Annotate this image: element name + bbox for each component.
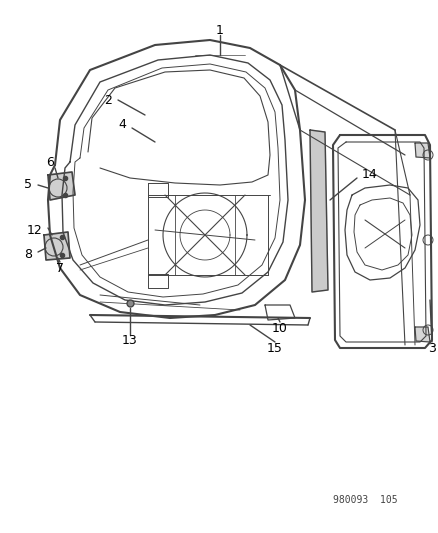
Text: 14: 14 [361,168,377,182]
Text: 2: 2 [104,93,112,107]
Text: 8: 8 [24,248,32,262]
Polygon shape [44,232,70,260]
Polygon shape [48,172,75,200]
Text: 7: 7 [56,262,64,274]
Text: 12: 12 [27,223,43,237]
Text: 3: 3 [427,342,435,354]
Text: 13: 13 [122,334,138,346]
Polygon shape [309,130,327,292]
Polygon shape [414,327,429,342]
Text: 4: 4 [118,118,126,132]
Polygon shape [414,143,429,158]
Text: 10: 10 [272,321,287,335]
Text: 1: 1 [215,23,223,36]
Text: 15: 15 [266,342,283,354]
Text: 6: 6 [46,156,54,168]
Text: 980093  105: 980093 105 [332,495,396,505]
Text: 5: 5 [24,179,32,191]
